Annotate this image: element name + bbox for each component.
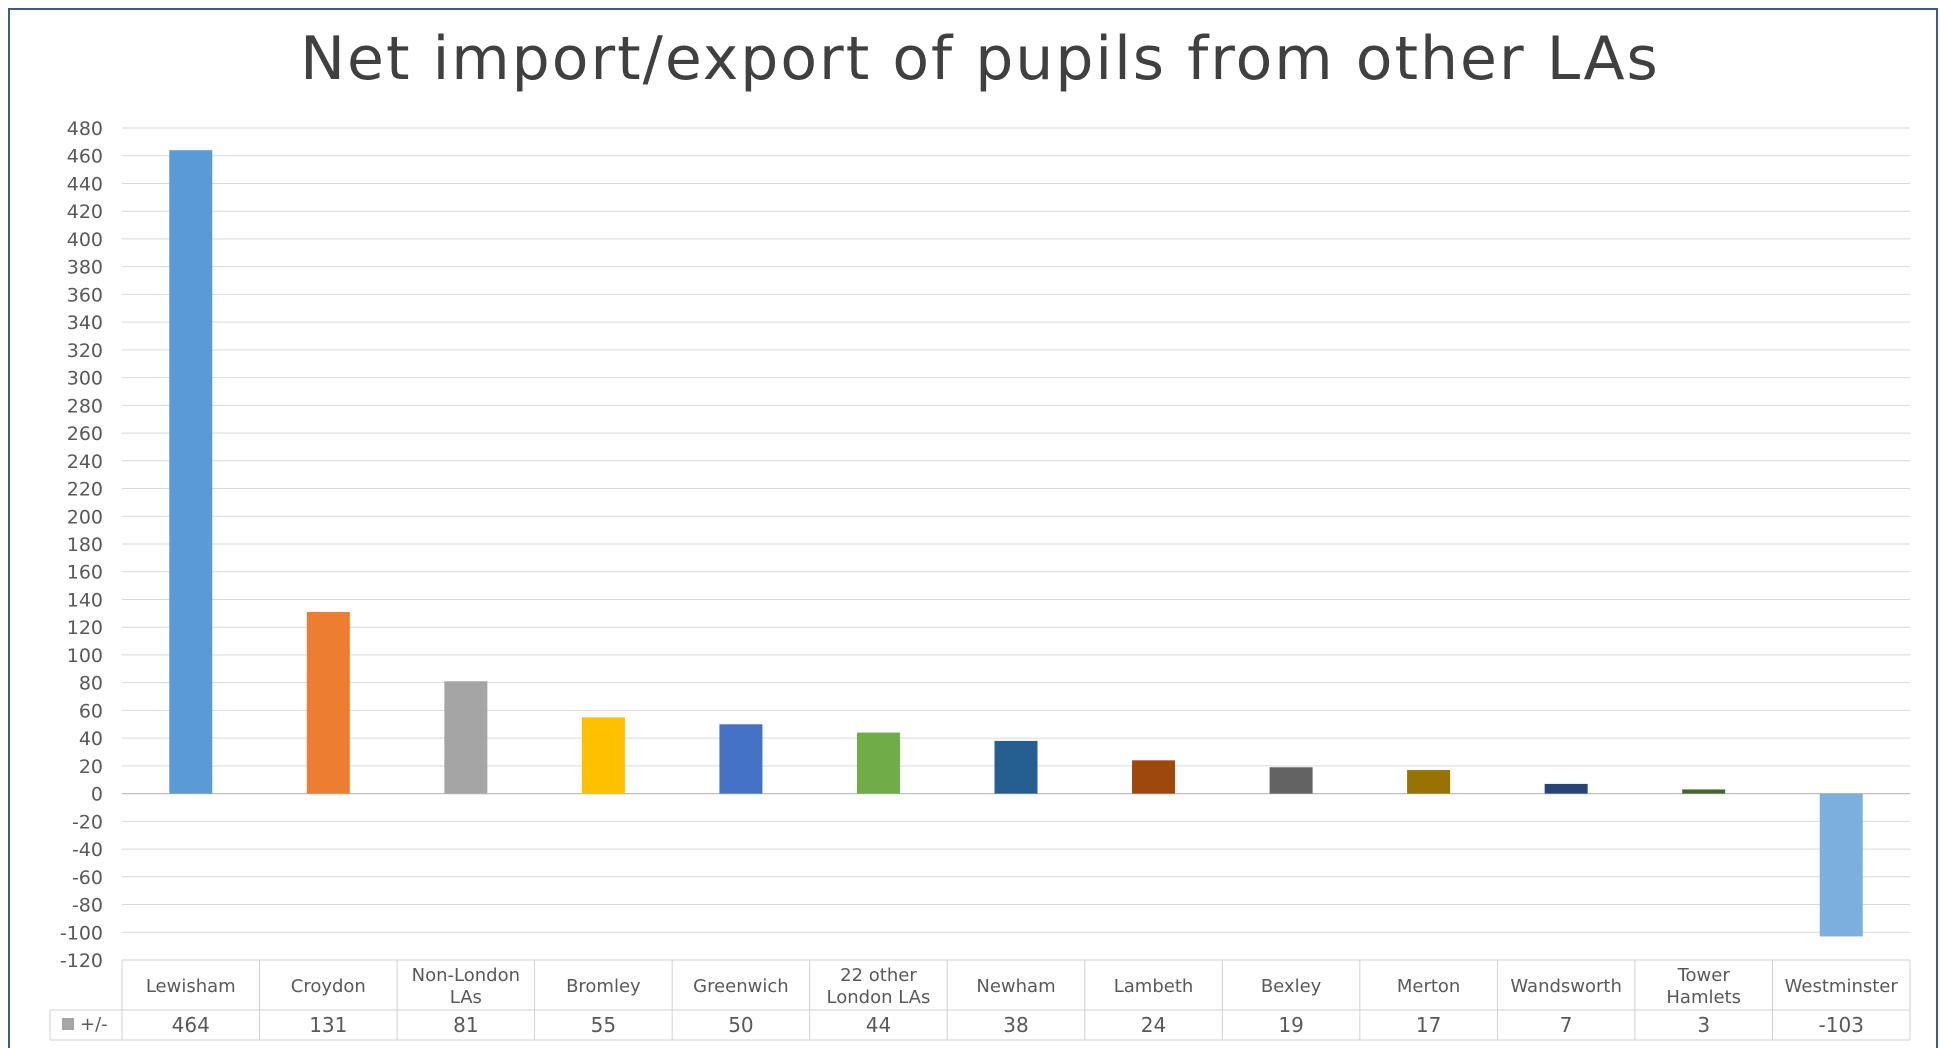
y-tick-label: 60 xyxy=(79,700,103,722)
data-label: 81 xyxy=(453,1013,478,1037)
bar xyxy=(1269,767,1313,794)
y-tick-label: 120 xyxy=(67,617,103,639)
y-tick-label: 20 xyxy=(79,756,103,778)
chart-frame xyxy=(8,8,1938,1048)
data-label: 44 xyxy=(866,1013,891,1037)
category-label: Non-London LAs xyxy=(412,965,520,1008)
category-label: Bexley xyxy=(1261,976,1322,997)
y-tick-label: 140 xyxy=(67,589,103,611)
legend-swatch xyxy=(62,1018,74,1030)
bar xyxy=(1407,770,1451,794)
category-label: Greenwich xyxy=(693,976,789,997)
y-tick-label: 320 xyxy=(67,340,103,362)
category-label: Westminster xyxy=(1785,976,1899,997)
y-tick-label: 0 xyxy=(91,784,103,806)
category-label: Merton xyxy=(1397,976,1460,997)
y-tick-label: 200 xyxy=(67,506,103,528)
y-tick-label: -100 xyxy=(60,922,103,944)
y-tick-label: -120 xyxy=(60,950,103,972)
y-tick-label: 340 xyxy=(67,312,103,334)
data-label: 19 xyxy=(1278,1013,1303,1037)
bar xyxy=(856,732,900,794)
bar xyxy=(1682,789,1726,794)
y-tick-label: 100 xyxy=(67,645,103,667)
category-label: Bromley xyxy=(566,976,641,997)
y-tick-label: -40 xyxy=(72,839,103,861)
y-tick-label: 440 xyxy=(67,173,103,195)
y-tick-label: -20 xyxy=(72,811,103,833)
y-tick-label: 240 xyxy=(67,451,103,473)
y-axis-ticks: -120 -100 -80 -60 -40 -20 0 20 40 60 80 100 120 140 16… xyxy=(60,118,103,972)
bar xyxy=(444,681,488,794)
data-table: Lewisham Croydon Non-London LAs Bromley Green… xyxy=(49,959,1911,1041)
bar xyxy=(1819,793,1863,937)
category-label: Croydon xyxy=(291,976,366,997)
bar xyxy=(169,150,213,794)
bar xyxy=(719,724,763,794)
category-label: Lambeth xyxy=(1114,976,1194,997)
data-label: 50 xyxy=(728,1013,753,1037)
chart-title: Net import/export of pupils from other L… xyxy=(300,24,1660,94)
y-tick-label: 40 xyxy=(79,728,103,750)
y-tick-label: 380 xyxy=(67,257,103,279)
category-label: Wandsworth xyxy=(1510,976,1622,997)
y-tick-label: 160 xyxy=(67,562,103,584)
data-label: 17 xyxy=(1416,1013,1441,1037)
data-label: 24 xyxy=(1141,1013,1166,1037)
y-tick-label: 460 xyxy=(67,146,103,168)
bar xyxy=(994,740,1038,794)
y-tick-label: 480 xyxy=(67,118,103,140)
data-label: 7 xyxy=(1560,1013,1573,1037)
category-label: 22 other London LAs xyxy=(827,965,931,1008)
legend-label: +/- xyxy=(80,1014,108,1035)
bar xyxy=(306,611,350,794)
y-tick-label: 180 xyxy=(67,534,103,556)
data-label: 3 xyxy=(1697,1013,1710,1037)
bar xyxy=(1132,760,1176,794)
data-label: 55 xyxy=(591,1013,616,1037)
y-tick-label: 300 xyxy=(67,368,103,390)
y-tick-label: 280 xyxy=(67,395,103,417)
y-tick-label: -60 xyxy=(72,867,103,889)
gridlines xyxy=(122,127,1910,961)
category-label: Lewisham xyxy=(146,976,236,997)
bar xyxy=(581,717,625,794)
data-label: 38 xyxy=(1003,1013,1028,1037)
data-label: 131 xyxy=(309,1013,347,1037)
category-label: Newham xyxy=(976,976,1055,997)
y-tick-label: 400 xyxy=(67,229,103,251)
y-tick-label: 420 xyxy=(67,201,103,223)
data-label: -103 xyxy=(1819,1013,1864,1037)
data-label: 464 xyxy=(172,1013,210,1037)
y-tick-label: 80 xyxy=(79,673,103,695)
bars xyxy=(169,150,1863,937)
y-tick-label: -80 xyxy=(72,895,103,917)
y-tick-label: 360 xyxy=(67,284,103,306)
y-tick-label: 260 xyxy=(67,423,103,445)
bar xyxy=(1544,783,1588,794)
y-tick-label: 220 xyxy=(67,479,103,501)
category-label: Tower Hamlets xyxy=(1666,965,1741,1008)
